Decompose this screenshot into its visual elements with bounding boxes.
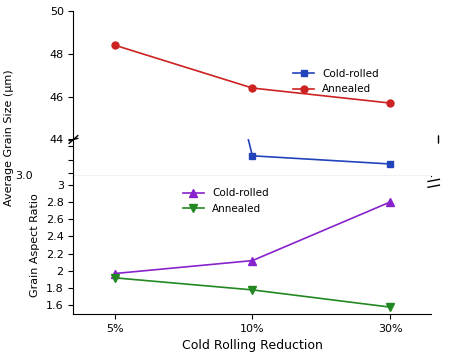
Cold-rolled: [249, 258, 255, 263]
Text: 3.0: 3.0: [15, 171, 32, 181]
Y-axis label: Grain Aspect Ratio: Grain Aspect Ratio: [30, 193, 40, 297]
Annealed: [249, 288, 255, 292]
Line: Annealed: Annealed: [110, 274, 394, 311]
Legend: Cold-rolled, Annealed: Cold-rolled, Annealed: [289, 65, 383, 98]
Cold-rolled: [112, 272, 118, 276]
Line: Cold-rolled: Cold-rolled: [110, 198, 394, 278]
Text: Average Grain Size (μm): Average Grain Size (μm): [4, 70, 15, 206]
Legend: Cold-rolled, Annealed: Cold-rolled, Annealed: [179, 184, 273, 218]
Annealed: [387, 305, 393, 309]
Annealed: [112, 276, 118, 280]
X-axis label: Cold Rolling Reduction: Cold Rolling Reduction: [182, 339, 323, 352]
Cold-rolled: [387, 200, 393, 204]
